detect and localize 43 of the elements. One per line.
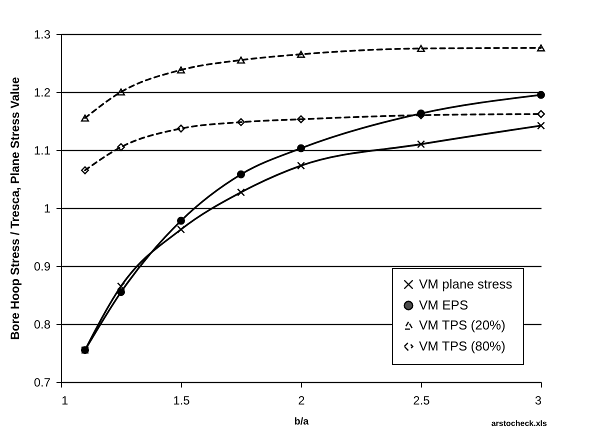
y-tick-label: 1.3 xyxy=(34,28,51,42)
point xyxy=(236,118,246,126)
x-tick-label: 1.5 xyxy=(173,394,190,408)
x-tick-label: 2 xyxy=(298,394,306,408)
legend-label: VM TPS (80%) xyxy=(419,338,506,354)
point xyxy=(236,188,246,196)
point xyxy=(116,288,126,296)
point xyxy=(416,140,426,148)
x-tick-label: 1 xyxy=(62,394,68,408)
y-tick-label: 1 xyxy=(44,202,51,216)
y-tick-label: 0.7 xyxy=(34,376,51,390)
point xyxy=(116,88,126,96)
x-axis-title: b/a xyxy=(294,416,310,428)
y-tick-label: 1.1 xyxy=(34,144,51,158)
point xyxy=(296,144,306,152)
point xyxy=(176,124,186,133)
point xyxy=(236,170,246,178)
point xyxy=(296,50,306,58)
point xyxy=(176,216,186,225)
point xyxy=(296,115,306,124)
text: arstocheck.xls xyxy=(491,419,548,428)
point xyxy=(416,44,426,52)
legend-label: VM EPS xyxy=(419,298,468,312)
point xyxy=(536,122,546,130)
point xyxy=(116,282,126,290)
legend-label: VM plane stress xyxy=(419,276,513,292)
point xyxy=(80,114,90,122)
y-tick-label: 0.9 xyxy=(34,260,51,274)
x-tick-label: 3 xyxy=(534,394,542,408)
legend-label: VM TPS (20%) xyxy=(419,318,506,332)
point xyxy=(176,225,186,234)
point xyxy=(536,44,546,52)
point xyxy=(176,66,186,74)
point xyxy=(536,110,546,118)
point xyxy=(536,90,546,99)
point xyxy=(80,166,90,174)
point xyxy=(236,56,246,64)
point xyxy=(296,162,306,170)
y-tick-label: 1.2 xyxy=(34,86,51,100)
point xyxy=(116,143,126,152)
y-axis-title: Bore Hoop Stress / Tresca, Plane Stress Value xyxy=(8,76,22,340)
x-tick-label: 2.5 xyxy=(413,394,430,408)
y-tick-label: 0.8 xyxy=(34,318,51,332)
